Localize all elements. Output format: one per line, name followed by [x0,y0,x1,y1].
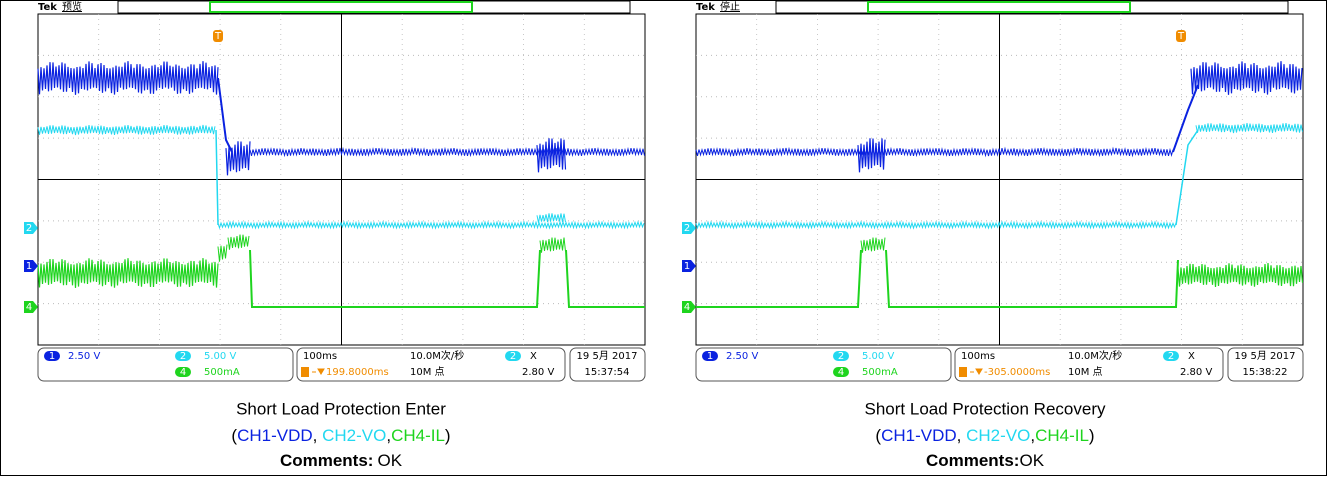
caption-part: CH1-VDD [237,426,313,445]
channel-marker-label: 4 [26,302,32,313]
ch4-scale: 500mA [204,367,240,378]
channel-marker-label: 4 [684,302,690,313]
caption-part: , [313,426,322,445]
date: 19 5月 2017 [577,350,638,362]
sample-rate: 10.0M次/秒 [410,349,464,362]
caption-part: CH2-VO [322,426,386,445]
channel-badge-label: 1 [49,351,55,362]
ch1-scale: 2.50 V [726,351,758,362]
record-length: 10M 点 [410,366,445,378]
caption-channels: (CH1-VDD, CH2-VO,CH4-IL) [231,426,450,445]
trig-coupling: X [1188,351,1195,362]
caption-title: Short Load Protection Enter [236,399,446,418]
channel-badge-label: 4 [180,367,186,378]
comments-value: OK [377,451,402,470]
channel-badge-label: 4 [838,367,844,378]
channel-badge-label: 2 [1168,351,1174,362]
comments-label: Comments: [280,451,374,470]
caption-comments: Comments:OK [926,451,1045,470]
trig-level: 2.80 V [522,367,554,378]
caption-part: CH2-VO [966,426,1030,445]
channel-marker-label: 2 [26,223,32,234]
ch2-scale: 5.00 V [204,351,236,362]
acq-status: 停止 [720,0,740,13]
time: 15:38:22 [1243,367,1288,378]
comments-label: Comments: [926,451,1020,470]
channel-badge-label: 2 [838,351,844,362]
trigger-delay: -305.0000ms [984,367,1050,378]
caption-comments: Comments:OK [280,451,403,470]
time: 15:37:54 [585,367,630,378]
trigger-marker: T [1177,31,1185,42]
trigger-delay-icon [959,367,967,377]
channel-marker-label: 2 [684,223,690,234]
caption-part: CH4-IL [1035,426,1089,445]
caption-part: ) [1089,426,1095,445]
ch4-scale: 500mA [862,367,898,378]
timebase: 100ms [303,351,337,362]
channel-marker-label: 1 [684,261,690,272]
channel-badge-label: 1 [707,351,713,362]
channel-badge-label: 2 [180,351,186,362]
date: 19 5月 2017 [1235,350,1296,362]
ch2-scale: 5.00 V [862,351,894,362]
caption-part: CH4-IL [391,426,445,445]
ch1-scale: 2.50 V [68,351,100,362]
trig-coupling: X [530,351,537,362]
brand: Tek [696,2,715,13]
comments-value: OK [1019,451,1044,470]
brand: Tek [38,2,57,13]
acq-status: 预览 [62,0,82,13]
caption-part: , [957,426,966,445]
trigger-marker: T [214,31,222,42]
caption-part: ) [445,426,451,445]
trigger-delay: 199.8000ms [326,367,389,378]
trigger-delay-icon [301,367,309,377]
caption-part: CH1-VDD [881,426,957,445]
trig-level: 2.80 V [1180,367,1212,378]
timebase: 100ms [961,351,995,362]
sample-rate: 10.0M次/秒 [1068,349,1122,362]
record-length: 10M 点 [1068,366,1103,378]
channel-marker-label: 1 [26,261,32,272]
page: Tek 预览 T 2 1 4 1 2.50 V 2 5.00 V 4 500mA 100ms 10.0M次… [0,0,1327,476]
caption-title: Short Load Protection Recovery [865,399,1106,418]
channel-badge-label: 2 [510,351,516,362]
caption-channels: (CH1-VDD, CH2-VO,CH4-IL) [875,426,1094,445]
